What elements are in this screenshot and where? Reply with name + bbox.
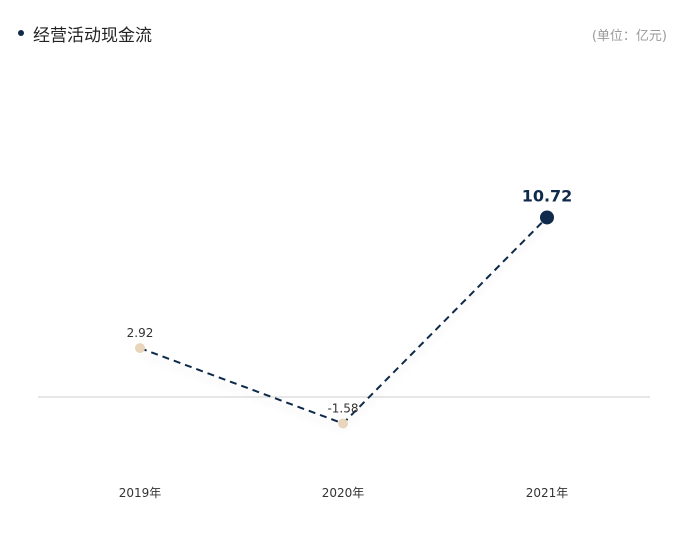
x-tick-label: 2020年 [322,486,365,500]
data-point [135,343,145,354]
x-tick-label: 2021年 [526,486,569,500]
data-label: 2.92 [127,326,154,340]
data-label: 10.72 [522,186,573,205]
chart-header: 经营活动现金流 (单位：亿元) [0,0,697,60]
title-bullet-icon [18,30,24,36]
x-tick-label: 2019年 [119,486,162,500]
data-point [338,418,348,429]
data-label: -1.58 [327,401,358,415]
data-point [540,210,554,225]
chart-title: 经营活动现金流 [33,26,152,46]
unit-label: (单位：亿元) [591,29,667,44]
series-line [139,216,548,425]
